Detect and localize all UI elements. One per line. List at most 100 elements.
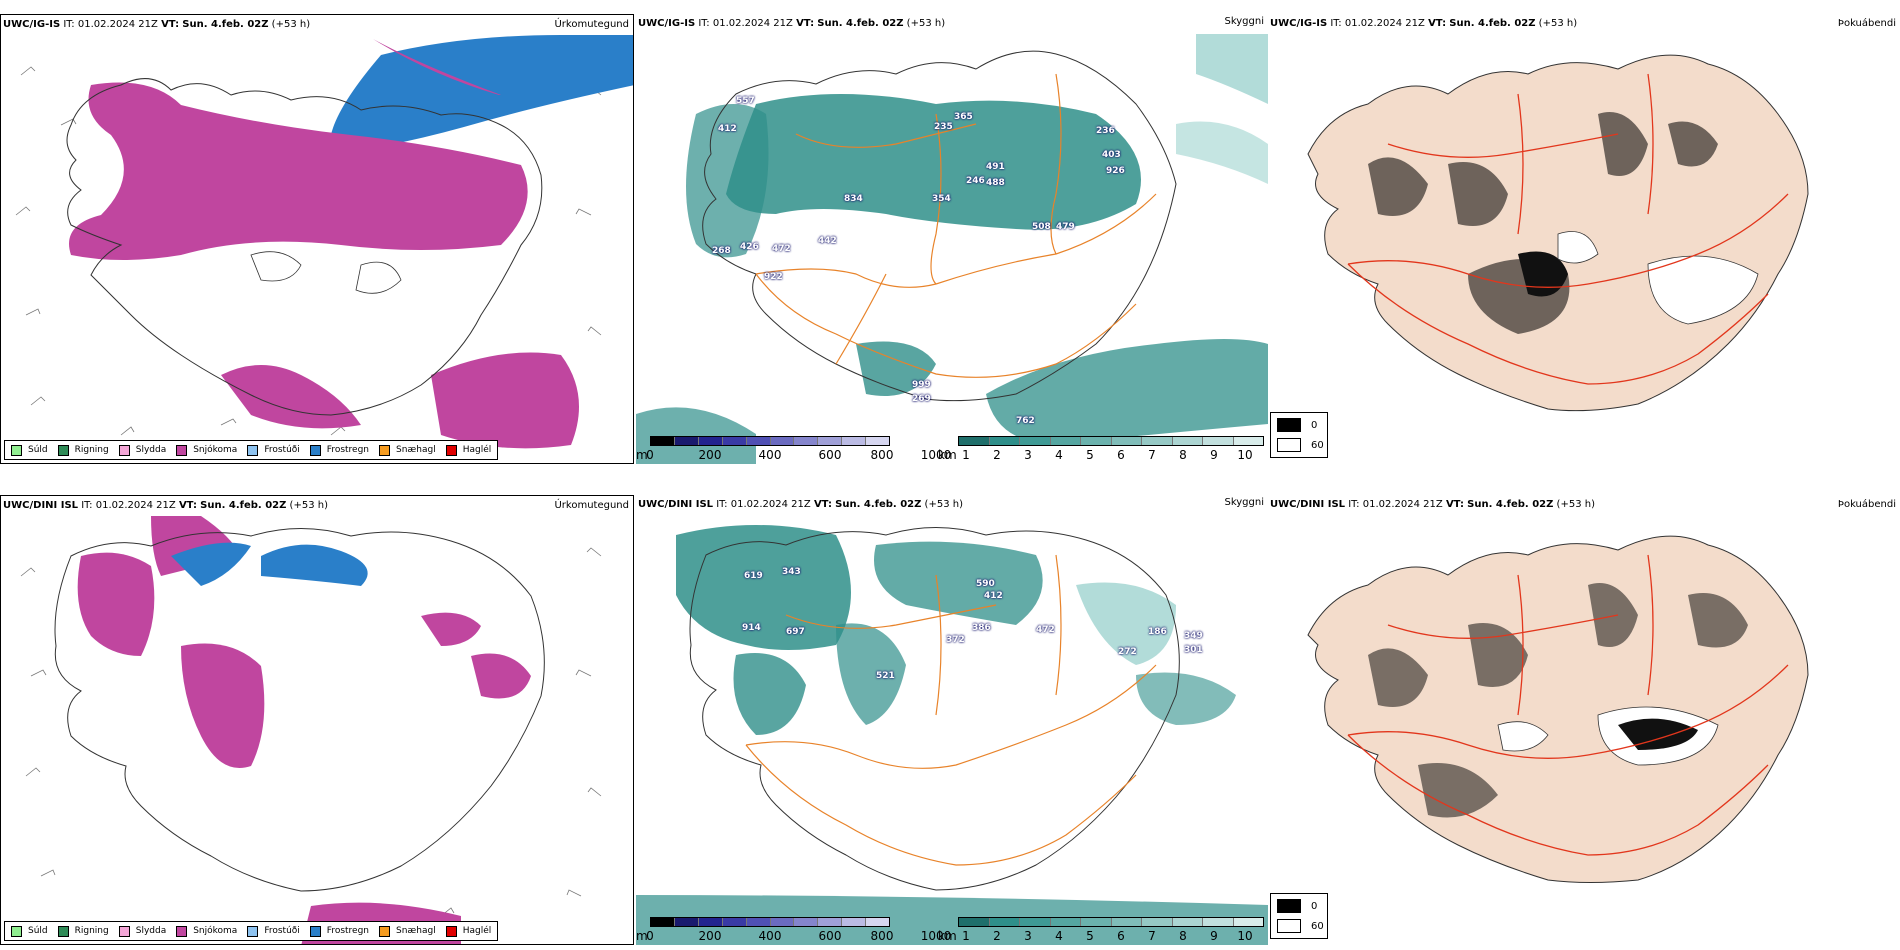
- tick-label: 2: [993, 448, 1001, 462]
- visibility-unit: km: [938, 929, 957, 943]
- it-label: IT:: [1330, 18, 1342, 29]
- panel-title: Úrkomutegund: [554, 19, 629, 30]
- tick-label: 6: [1117, 448, 1125, 462]
- tick-label: 4: [1055, 929, 1063, 943]
- height-label: 508: [1032, 222, 1051, 232]
- height-label: 442: [818, 236, 837, 246]
- vt-label: VT:: [1428, 18, 1447, 29]
- cloud-legend-light: 60: [1311, 920, 1324, 932]
- tick-label: 10: [1237, 448, 1253, 462]
- tick-label: 1: [962, 929, 970, 943]
- it-label: IT:: [81, 500, 93, 511]
- precip-map-graphic: [20, 516, 602, 944]
- height-label: 914: [742, 623, 761, 633]
- it-value: 01.02.2024 21Z: [712, 18, 793, 29]
- height-label: 301: [1184, 645, 1203, 655]
- height-label: 268: [712, 246, 731, 256]
- tick-label: 400: [758, 448, 782, 462]
- height-label: 521: [876, 671, 895, 681]
- vt-value: Sun. 4.feb. 02Z: [835, 499, 922, 510]
- panel-header: UWC/DINI ISL IT: 01.02.2024 21Z VT: Sun.…: [3, 500, 328, 511]
- visibility-map-row2: UWC/DINI ISL IT: 01.02.2024 21Z VT: Sun.…: [636, 495, 1268, 945]
- height-label: 590: [976, 579, 995, 589]
- model-name: UWC/DINI ISL: [638, 499, 714, 510]
- panel-header: UWC/IG-IS IT: 01.02.2024 21Z VT: Sun. 4.…: [638, 18, 945, 29]
- precip-type-map-row1: UWC/IG-IS IT: 01.02.2024 21Z VT: Sun. 4.…: [0, 14, 634, 464]
- tick-label: 1: [962, 448, 970, 462]
- legend-item: Frostregn: [309, 444, 369, 456]
- legend-item: Snjókoma: [176, 925, 237, 937]
- tick-label: 600: [818, 448, 842, 462]
- offset: (+53 h): [924, 499, 963, 510]
- height-label: 488: [986, 178, 1005, 188]
- model-name: UWC/DINI ISL: [1270, 499, 1346, 510]
- height-label: 412: [984, 591, 1003, 601]
- offset: (+53 h): [906, 18, 946, 29]
- tick-label: 6: [1117, 929, 1125, 943]
- height-colorbar: [650, 436, 890, 446]
- model-name: UWC/IG-IS: [1270, 18, 1328, 29]
- tick-label: 3: [1024, 929, 1032, 943]
- fog-indicator-map-row2: UWC/DINI ISL IT: 01.02.2024 21Z VT: Sun.…: [1268, 495, 1900, 885]
- tick-label: 8: [1179, 448, 1187, 462]
- it-value: 01.02.2024 21Z: [1362, 499, 1443, 510]
- visibility-map-graphic: [636, 34, 1268, 464]
- height-label: 697: [786, 627, 805, 637]
- precip-map-graphic: [15, 35, 633, 449]
- it-value: 01.02.2024 21Z: [95, 500, 176, 511]
- legend-item: Slydda: [118, 925, 166, 937]
- precip-legend: Súld Rigning Slydda Snjókoma Frostúði Fr…: [4, 440, 499, 460]
- legend-item: Slydda: [118, 444, 166, 456]
- height-label: 343: [782, 567, 801, 577]
- tick-label: 4: [1055, 448, 1063, 462]
- tick-label: 5: [1086, 929, 1094, 943]
- offset: (+53 h): [1556, 499, 1595, 510]
- cloud-legend-light: 60: [1311, 439, 1324, 451]
- panel-header: UWC/IG-IS IT: 01.02.2024 21Z VT: Sun. 4.…: [1270, 18, 1577, 29]
- legend-item: Rigning: [57, 925, 109, 937]
- panel-header: UWC/DINI ISL IT: 01.02.2024 21Z VT: Sun.…: [638, 499, 963, 510]
- tick-label: 0: [646, 929, 654, 943]
- height-label: 386: [972, 623, 991, 633]
- panel-title: Skyggni: [1224, 497, 1264, 508]
- tick-label: 800: [870, 448, 894, 462]
- panel-header: UWC/IG-IS IT: 01.02.2024 21Z VT: Sun. 4.…: [3, 19, 310, 30]
- tick-label: 9: [1210, 448, 1218, 462]
- visibility-map-row1: UWC/IG-IS IT: 01.02.2024 21Z VT: Sun. 4.…: [636, 14, 1268, 464]
- panel-title: Þokuábendi: [1837, 499, 1896, 510]
- height-unit: m: [636, 929, 648, 943]
- height-label: 472: [772, 244, 791, 254]
- legend-item: Frostúði: [247, 444, 300, 456]
- panel-header: UWC/DINI ISL IT: 01.02.2024 21Z VT: Sun.…: [1270, 499, 1595, 510]
- cloud-legend-dark: 0: [1311, 900, 1318, 912]
- roads: [1347, 554, 1789, 856]
- panel-title: Þokuábendi: [1837, 18, 1896, 29]
- height-label: 236: [1096, 126, 1115, 136]
- roads: [755, 73, 1157, 378]
- tick-label: 1000: [920, 448, 952, 462]
- vt-value: Sun. 4.feb. 02Z: [1449, 18, 1536, 29]
- visibility-map-graphic: [636, 525, 1268, 945]
- tick-label: 0: [646, 448, 654, 462]
- height-unit: m: [636, 448, 648, 462]
- panel-title: Úrkomutegund: [554, 500, 629, 511]
- legend-item: Haglél: [445, 444, 491, 456]
- height-colorbar: [650, 917, 890, 927]
- tick-label: 10: [1237, 929, 1253, 943]
- legend-item: Haglél: [445, 925, 491, 937]
- legend-item: Súld: [11, 444, 48, 456]
- visibility-colorbar: [958, 436, 1264, 446]
- legend-item: Frostregn: [309, 925, 369, 937]
- cloud-legend-row2: 0 60: [1270, 893, 1328, 939]
- tick-label: 400: [758, 929, 782, 943]
- height-label: 365: [954, 112, 973, 122]
- offset: (+53 h): [271, 19, 311, 30]
- visibility-colorbar: [958, 917, 1264, 927]
- height-label: 922: [764, 272, 783, 282]
- tick-label: 600: [818, 929, 842, 943]
- vt-label: VT:: [161, 19, 180, 30]
- it-label: IT:: [63, 19, 75, 30]
- legend-item: Snjókoma: [176, 444, 237, 456]
- vt-value: Sun. 4.feb. 02Z: [182, 19, 269, 30]
- fog-map-graphic: [1307, 54, 1809, 412]
